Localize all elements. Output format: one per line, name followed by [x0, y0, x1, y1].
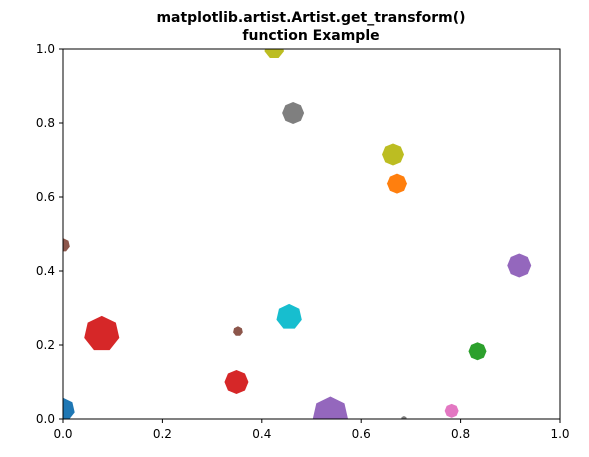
scatter-point: [276, 303, 302, 329]
axes-frame: [62, 48, 561, 420]
scatter-point: [84, 315, 120, 351]
y-tick-label: 0.8: [36, 116, 55, 130]
y-tick-label: 0.2: [36, 338, 55, 352]
x-tick-label: 0.8: [451, 427, 470, 441]
scatter-point: [63, 397, 75, 419]
x-tick-label: 0.0: [53, 427, 72, 441]
x-tick-label: 0.4: [252, 427, 271, 441]
scatter-point: [386, 173, 407, 194]
scatter-point: [312, 396, 348, 419]
x-tick-label: 0.2: [153, 427, 172, 441]
y-tick-label: 0.4: [36, 264, 55, 278]
scatter-points: [63, 49, 532, 419]
scatter-point: [507, 253, 532, 278]
x-axis-ticks: 0.0 0.2 0.4 0.6 0.8 1.0: [53, 419, 570, 441]
scatter-point: [468, 342, 487, 361]
scatter-point: [63, 238, 70, 252]
y-tick-label: 0.6: [36, 190, 55, 204]
y-tick-label: 0.0: [36, 412, 55, 426]
scatter-point: [382, 143, 405, 166]
scatter-point: [264, 49, 284, 59]
scatter-point: [282, 102, 305, 125]
chart-title-line-1: matplotlib.artist.Artist.get_transform(): [156, 10, 465, 26]
x-tick-label: 0.6: [352, 427, 371, 441]
y-axis-ticks: 0.0 0.2 0.4 0.6 0.8 1.0: [36, 42, 63, 426]
plot-area: [63, 49, 560, 419]
chart-title-line-2: function Example: [242, 28, 379, 44]
scatter-point: [233, 326, 243, 336]
x-tick-label: 1.0: [550, 427, 569, 441]
y-tick-label: 1.0: [36, 42, 55, 56]
scatter-point: [444, 403, 459, 418]
scatter-point: [401, 416, 407, 419]
scatter-point: [224, 370, 249, 394]
